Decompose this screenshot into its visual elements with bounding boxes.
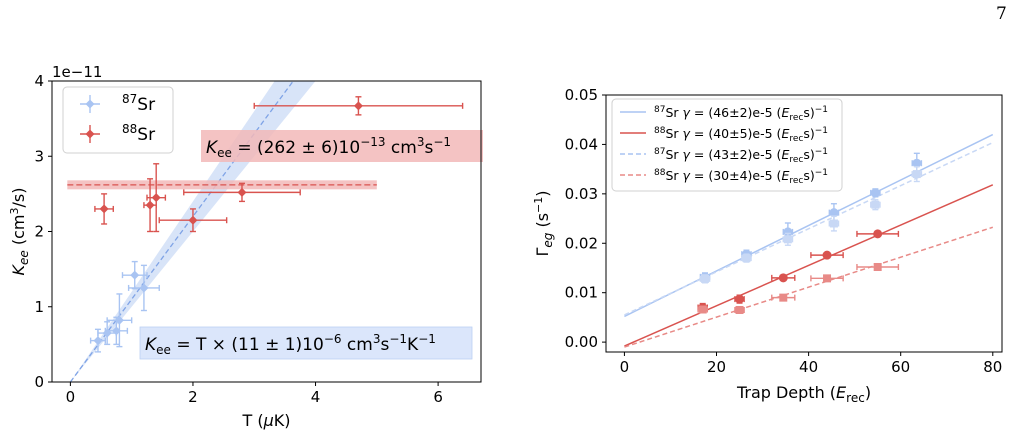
data-point xyxy=(701,274,709,283)
left-legend: 87Sr 88Sr xyxy=(62,86,174,154)
data-point xyxy=(742,254,751,263)
plot-area xyxy=(624,133,994,348)
data-point xyxy=(139,283,149,293)
legend-entry: 88Sr γ = (30±4)e-5 (Erecs)−1 xyxy=(620,168,828,186)
data-point xyxy=(822,250,832,260)
data-point xyxy=(145,200,155,210)
sr88-annotation: Kee = (262 ± 6)10−13 cm3s−1 xyxy=(206,135,451,160)
panel-right-chart: 0 20 40 60 80 0.00 0.01 0.02 0.03 0.04 0.05 Trap De… xyxy=(532,86,1003,405)
data-point xyxy=(111,326,121,336)
x-tick-label: 4 xyxy=(311,388,321,406)
legend-marker xyxy=(85,129,95,139)
data-point xyxy=(698,305,707,314)
y-tick-label: 4 xyxy=(34,72,44,90)
data-point xyxy=(783,227,793,237)
data-point xyxy=(783,235,792,244)
legend-entry: 87Sr xyxy=(80,92,155,115)
right-legend: 87Sr γ = (46±2)e-5 (Erecs)−1 88Sr γ = (40… xyxy=(611,98,843,192)
data-point xyxy=(829,208,839,218)
data-point xyxy=(829,219,838,228)
sr88-series xyxy=(94,96,464,233)
legend-entry: 87Sr γ = (46±2)e-5 (Erecs)−1 xyxy=(620,105,828,123)
legend-label: 88Sr γ = (40±5)e-5 (Erecs)−1 xyxy=(654,126,828,144)
y-tick-label: 0.03 xyxy=(565,185,598,203)
data-point xyxy=(735,294,745,304)
y-tick-label: 1 xyxy=(34,298,44,316)
y-offset-text: 1e−11 xyxy=(52,63,102,81)
series-4 xyxy=(697,262,900,314)
x-tick-label: 0 xyxy=(620,358,630,376)
data-point xyxy=(114,315,124,325)
data-point xyxy=(130,270,140,280)
x-tick-label: 6 xyxy=(433,388,443,406)
data-point xyxy=(912,158,922,168)
data-point xyxy=(151,193,161,203)
y-tick-label: 0.01 xyxy=(565,284,598,302)
data-point xyxy=(188,215,198,225)
data-point xyxy=(735,305,744,314)
data-point xyxy=(912,170,921,179)
legend-entry: 87Sr γ = (43±2)e-5 (Erecs)−1 xyxy=(620,147,828,165)
y-axis-label: Kee (cm3/s) xyxy=(8,188,31,276)
data-point xyxy=(871,200,880,209)
data-point xyxy=(823,274,832,283)
legend-box xyxy=(62,86,174,154)
y-tick-label: 0.02 xyxy=(565,234,598,252)
y-tick-label: 2 xyxy=(34,223,44,241)
right-axes-frame xyxy=(605,94,1003,353)
fit-line xyxy=(624,226,994,348)
x-axis-label: T (μK) xyxy=(241,411,290,430)
data-point xyxy=(353,101,363,111)
y-tick-label: 3 xyxy=(34,147,44,165)
y-tick-label: 0.04 xyxy=(565,135,598,153)
data-point xyxy=(779,293,788,302)
sr87-fit-line xyxy=(69,81,295,382)
y-tick-label: 0.00 xyxy=(565,333,598,351)
sr87-annotation: Kee = T × (11 ± 1)10−6 cm3s−1K−1 xyxy=(145,332,436,357)
legend-label: 88Sr xyxy=(122,122,155,145)
data-point xyxy=(93,336,103,346)
legend-marker xyxy=(85,99,95,109)
x-tick-label: 2 xyxy=(188,388,198,406)
plot-area xyxy=(67,81,464,382)
data-point xyxy=(873,229,883,239)
fit-line xyxy=(624,141,994,316)
legend-label: 88Sr γ = (30±4)e-5 (Erecs)−1 xyxy=(654,168,828,186)
fit-line xyxy=(624,184,994,347)
y-tick-label: 0 xyxy=(34,373,44,391)
legend-label: 87Sr γ = (43±2)e-5 (Erecs)−1 xyxy=(654,147,828,165)
series-2 xyxy=(699,165,923,284)
legend-label: 87Sr xyxy=(122,92,155,115)
y-axis-label: Γeg (s−1) xyxy=(532,190,555,256)
legend-entry: 88Sr γ = (40±5)e-5 (Erecs)−1 xyxy=(620,126,828,144)
sr87-series xyxy=(89,260,160,353)
x-tick-label: 80 xyxy=(983,358,1002,376)
data-point xyxy=(237,187,247,197)
sr87-fit-band xyxy=(70,81,316,382)
legend-entry: 88Sr xyxy=(80,122,155,145)
data-point xyxy=(873,262,882,271)
x-tick-label: 20 xyxy=(707,358,726,376)
x-tick-label: 60 xyxy=(891,358,910,376)
x-axis-label: Trap Depth (Erec) xyxy=(736,383,871,405)
legend-label: 87Sr γ = (46±2)e-5 (Erecs)−1 xyxy=(654,105,828,123)
panel-left-chart: Kee = (262 ± 6)10−13 cm3s−1 Kee = T × (11… xyxy=(8,63,483,430)
sr87-annotation-box xyxy=(139,326,473,360)
data-point xyxy=(870,188,880,198)
x-tick-label: 0 xyxy=(66,388,76,406)
data-point xyxy=(778,273,788,283)
legend-box xyxy=(611,98,843,192)
y-tick-label: 0.05 xyxy=(565,86,598,104)
sr88-annotation-box xyxy=(201,130,483,162)
page-number: 7 xyxy=(996,4,1007,24)
data-point xyxy=(99,204,109,214)
x-tick-label: 40 xyxy=(799,358,818,376)
